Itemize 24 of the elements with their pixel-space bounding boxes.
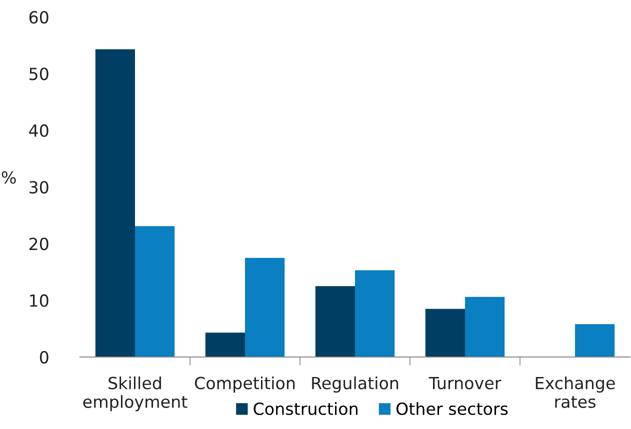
- bar: [135, 226, 175, 357]
- bar: [575, 324, 615, 357]
- x-tick-label: Turnover: [428, 376, 502, 390]
- bar: [315, 286, 355, 357]
- bar: [95, 49, 135, 357]
- legend-label: Construction: [254, 402, 358, 416]
- x-tick-label: Competition: [194, 376, 295, 393]
- bar: [355, 270, 395, 357]
- y-tick-label: 20: [29, 238, 48, 250]
- y-tick-label: 60: [29, 10, 48, 24]
- y-tick-label: 50: [30, 68, 48, 80]
- bar: [205, 332, 245, 357]
- bar: [425, 308, 465, 357]
- x-tick-label: Exchange rates: [536, 376, 615, 408]
- y-axis-title: %: [2, 171, 16, 184]
- y-tick-label: 0: [40, 350, 48, 364]
- y-tick-label: 10: [30, 294, 48, 307]
- y-tick-label: 40: [29, 124, 48, 137]
- legend-label: Other sectors: [396, 402, 508, 416]
- x-tick-label: Regulation: [312, 376, 398, 393]
- bar: [245, 258, 285, 357]
- y-tick-label: 30: [30, 180, 48, 194]
- x-tick-label: Skilled employment: [83, 376, 188, 412]
- bar: [465, 296, 505, 357]
